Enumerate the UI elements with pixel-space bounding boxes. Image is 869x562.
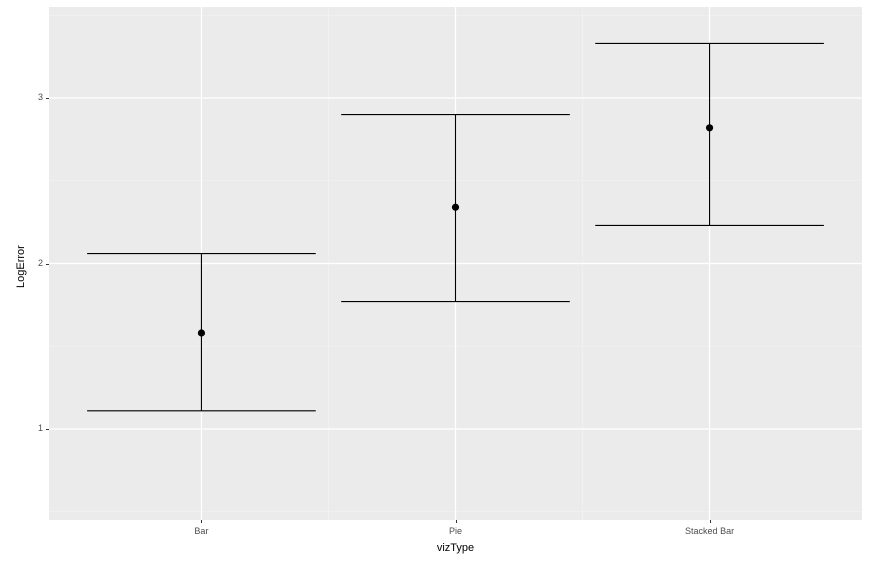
x-tick-mark [201, 520, 202, 523]
plot-svg [49, 7, 862, 520]
x-axis-title: vizType [431, 542, 481, 554]
y-axis-title: LogError [15, 245, 27, 288]
x-tick-label: Pie [449, 526, 462, 536]
y-tick-mark [46, 264, 49, 265]
errorbar-chart: 1 2 3 Bar Pie Stacked Bar LogError vizTy… [0, 0, 869, 562]
x-tick-mark [456, 520, 457, 523]
x-tick-mark [710, 520, 711, 523]
y-tick-label: 2 [38, 258, 43, 268]
y-tick-mark [46, 98, 49, 99]
y-tick-mark [46, 429, 49, 430]
plot-panel [49, 7, 862, 520]
y-tick-label: 3 [38, 92, 43, 102]
x-tick-label: Bar [194, 526, 208, 536]
y-tick-label: 1 [38, 423, 43, 433]
x-tick-label: Stacked Bar [685, 526, 734, 536]
